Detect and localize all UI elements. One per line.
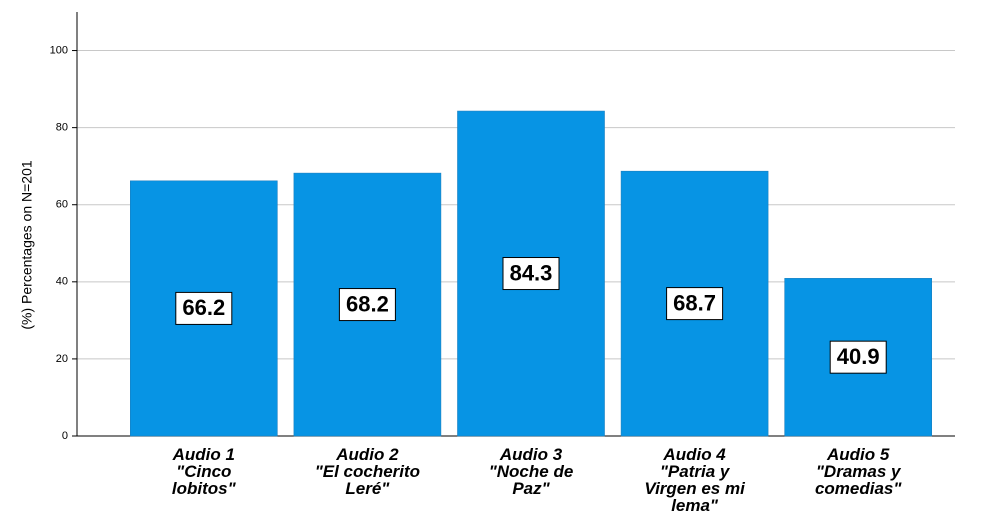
value-label-box bbox=[175, 291, 233, 325]
x-tick-label: Audio 3 "Noche de Paz" bbox=[488, 445, 574, 498]
value-label-box bbox=[829, 340, 887, 374]
y-tick-label: 60 bbox=[56, 199, 68, 211]
value-label: 68.7 bbox=[673, 290, 716, 315]
value-label-box bbox=[666, 287, 724, 321]
y-tick-label: 20 bbox=[56, 353, 68, 365]
value-label-box bbox=[502, 257, 560, 291]
y-tick-label: 80 bbox=[56, 122, 68, 134]
y-axis-label: (%) Percentages on N=201 bbox=[19, 160, 35, 329]
x-tick-label: Audio 2 "El cocherito Leré" bbox=[314, 445, 421, 498]
value-label: 66.2 bbox=[182, 295, 225, 320]
x-tick-label: Audio 5 "Dramas y comedias" bbox=[814, 445, 902, 498]
y-tick-label: 0 bbox=[62, 430, 68, 442]
x-tick-label: Audio 1 "Cinco lobitos" bbox=[171, 445, 236, 498]
y-tick-label: 40 bbox=[56, 276, 68, 288]
value-label: 40.9 bbox=[837, 344, 880, 369]
value-label: 84.3 bbox=[510, 260, 553, 285]
y-tick-label: 100 bbox=[50, 44, 68, 56]
value-label-box bbox=[338, 288, 396, 322]
x-tick-label: Audio 4 "Patria y Virgen es mi lema" bbox=[644, 445, 745, 515]
value-label: 68.2 bbox=[346, 291, 389, 316]
